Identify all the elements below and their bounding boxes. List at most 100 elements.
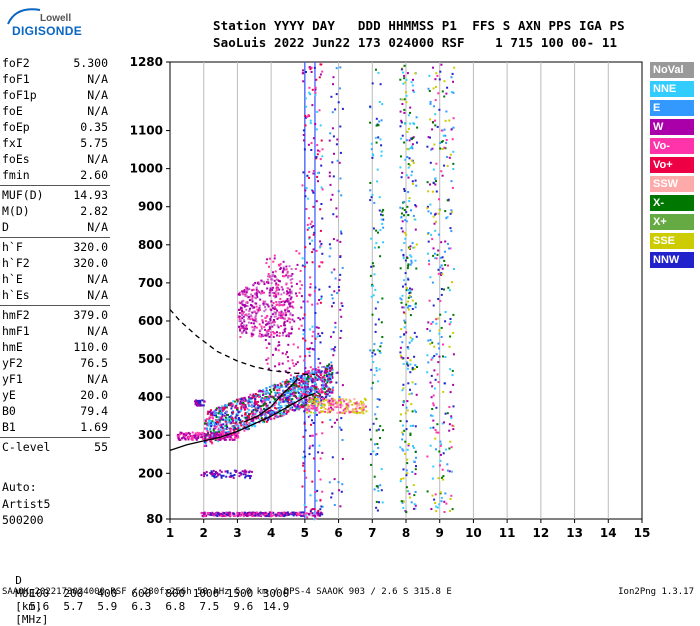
echo-point [403, 333, 406, 336]
echo-point [346, 407, 349, 410]
echo-point [300, 399, 303, 402]
echo-point [314, 515, 316, 518]
echo-point [280, 304, 283, 306]
echo-point [288, 310, 290, 313]
echo-point [276, 279, 279, 282]
echo-point [427, 190, 430, 193]
echo-point [267, 273, 270, 275]
echo-point [320, 370, 323, 373]
echo-point [227, 514, 230, 517]
echo-point [229, 427, 232, 430]
echo-point [273, 404, 276, 407]
echo-point [303, 376, 306, 379]
x-tick-label: 1 [166, 526, 174, 540]
echo-point [210, 422, 213, 425]
echo-point [371, 283, 374, 286]
echo-point [291, 387, 294, 390]
echo-point [315, 326, 318, 329]
echo-point [311, 325, 314, 328]
echo-point [245, 513, 248, 516]
echo-point [300, 404, 303, 407]
echo-point [215, 512, 218, 515]
echo-point [204, 444, 207, 447]
echo-point [316, 489, 319, 492]
echo-point [340, 402, 343, 405]
echo-point [277, 511, 280, 514]
echo-point [225, 427, 228, 430]
echo-point [260, 279, 263, 282]
curve-dashed [169, 309, 315, 375]
echo-point [401, 438, 404, 441]
echo-point [228, 511, 231, 514]
param-row: fmin 2.60 [2, 168, 108, 184]
echo-point [216, 438, 219, 441]
echo-point [321, 366, 324, 368]
echo-point [444, 311, 447, 313]
echo-point [307, 377, 310, 380]
echo-point [335, 93, 338, 96]
echo-point [266, 287, 269, 290]
echo-point [320, 139, 323, 142]
param-row: foF1p N/A [2, 88, 108, 104]
echo-point [332, 135, 335, 138]
echo-point [401, 341, 404, 344]
echo-point [311, 190, 314, 193]
echo-point [311, 88, 314, 91]
echo-point [275, 295, 278, 298]
echo-point [244, 398, 247, 401]
echo-point [306, 404, 309, 407]
echo-point [286, 398, 288, 400]
echo-point [304, 195, 307, 198]
echo-point [402, 71, 405, 74]
echo-point [319, 246, 321, 249]
echo-point [307, 405, 310, 408]
echo-point [405, 174, 408, 177]
echo-point [314, 312, 317, 314]
echo-point [234, 422, 237, 425]
echo-point [375, 453, 377, 456]
echo-point [438, 355, 441, 358]
echo-point [445, 217, 448, 220]
echo-point [295, 514, 298, 517]
echo-point [216, 432, 219, 435]
echo-point [305, 105, 308, 108]
echo-point [262, 512, 265, 515]
echo-point [287, 513, 290, 516]
echo-point [245, 399, 248, 402]
echo-point [316, 153, 319, 156]
echo-point [298, 291, 301, 294]
echo-point [251, 311, 254, 314]
echo-point [321, 252, 324, 255]
echo-point [251, 400, 254, 403]
echo-point [285, 299, 288, 302]
echo-point [249, 477, 252, 480]
echo-point [333, 349, 336, 352]
echo-point [325, 399, 328, 402]
echo-point [304, 401, 307, 403]
echo-point [375, 68, 377, 71]
param-row: foF2 5.300 [2, 56, 108, 72]
echo-point [380, 119, 383, 122]
echo-point [341, 458, 344, 460]
echo-point [331, 193, 334, 196]
echo-point [222, 437, 225, 440]
echo-point [321, 70, 324, 73]
param-value: N/A [87, 272, 108, 286]
echo-point [414, 72, 417, 75]
echo-point [288, 294, 291, 297]
echo-point [332, 76, 335, 79]
echo-point [241, 399, 244, 401]
echo-point [234, 417, 237, 420]
echo-point [289, 378, 292, 381]
echo-point [252, 414, 255, 417]
echo-point [440, 336, 443, 338]
echo-point [292, 514, 295, 517]
echo-point [225, 512, 228, 515]
echo-point [209, 512, 212, 515]
echo-point [304, 264, 307, 267]
echo-point [338, 396, 341, 398]
echo-point [234, 427, 237, 430]
echo-point [225, 406, 228, 409]
echo-point [436, 373, 439, 376]
echo-point [317, 366, 320, 369]
